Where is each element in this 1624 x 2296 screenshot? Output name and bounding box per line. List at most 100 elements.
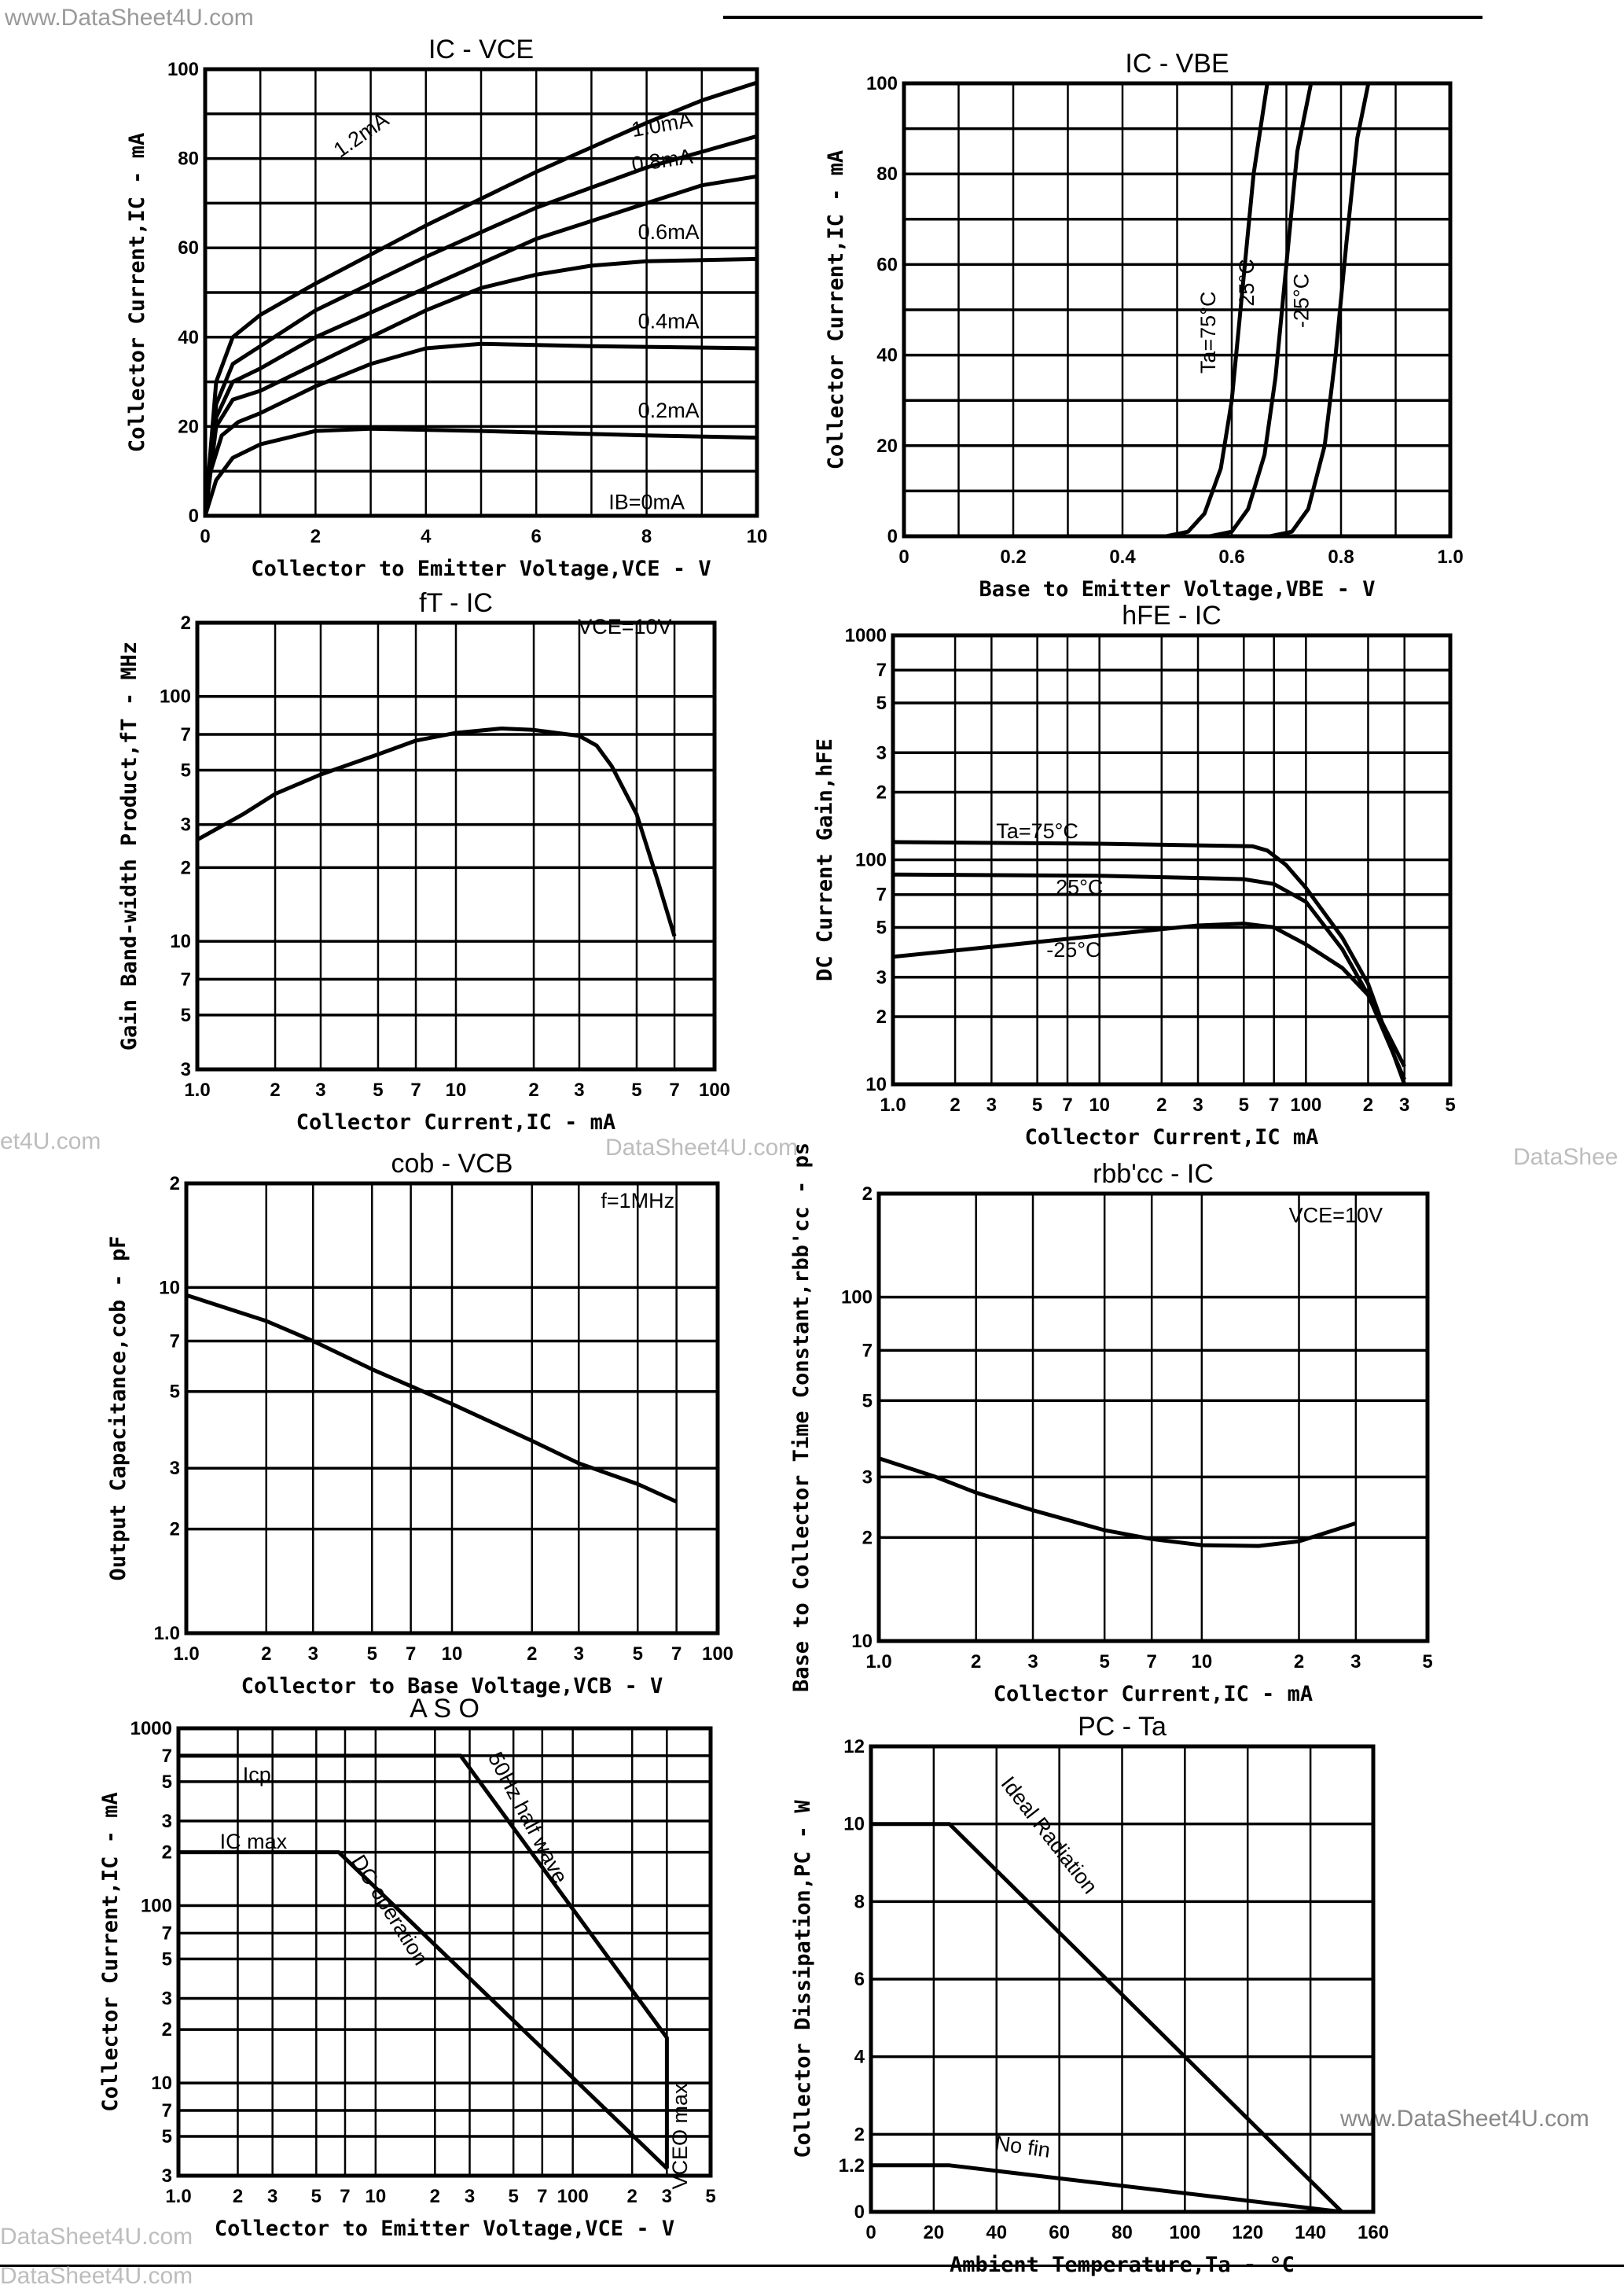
series-line-DC operation [178,1850,669,2170]
y-tick-label: 2 [876,1006,887,1028]
plot-frame [176,1726,713,2178]
x-tick-label: 3 [1027,1651,1038,1672]
chart-6: 1.0 2 3 5 7 10 2 3 5 7 100 2 3 535710235710023571000A… [98,1694,716,2241]
y-axis-label: Collector Current,IC - mA [98,1792,123,2111]
x-tick-label: 7 [406,1643,416,1665]
y-tick-label: 4 [854,2047,865,2068]
chart-title: rbb'cc - IC [1093,1159,1214,1189]
y-tick-label: 3 [162,2165,172,2187]
y-tick-label: 100 [855,850,887,871]
series-label: 25°C [1235,259,1258,306]
x-tick-label: 5 [311,2186,321,2207]
chart-title: hFE - IC [1122,601,1222,631]
top-rule [723,16,1483,19]
x-tick-label: 20 [924,2222,945,2243]
x-tick-label: 100 [699,1080,730,1101]
series-line-50Hz half wave [178,1753,669,2169]
x-tick-label: 1.0 [173,1643,199,1665]
x-tick-label: 0.2 [1000,546,1026,568]
series-label: IB=0mA [608,490,685,513]
y-tick-label: 5 [876,693,887,714]
x-axis-label: Collector to Base Voltage,VCB - V [241,1674,663,1698]
y-tick-label: 0 [887,526,898,547]
x-tick-label: 5 [1445,1095,1455,1116]
x-tick-label: 1.0 [1437,546,1463,568]
y-tick-label: 3 [181,1059,191,1080]
x-tick-label: 5 [631,1080,641,1101]
chart-7: 0 20 40 60 80 100 120 140 160 0 1.2 2 4 6 8 10 12 PC - Ta… [791,1712,1389,2277]
x-tick-label: 7 [340,2186,350,2207]
x-tick-label: 0 [898,546,909,568]
y-tick-label: 40 [876,345,898,366]
x-tick-label: 1.0 [880,1095,906,1116]
series-line--25°C [1269,83,1371,539]
y-tick-label: 5 [162,1948,172,1970]
x-tick-label: 2 [950,1095,960,1116]
x-tick-label: 10 [1191,1651,1212,1672]
annotation: Icp [243,1763,271,1786]
x-tick-label: 0.8 [1328,546,1354,568]
x-tick-label: 0.6 [1218,546,1244,568]
chart-title: IC - VCE [428,35,534,64]
y-tick-label: 2 [162,2019,172,2040]
x-tick-label: 5 [633,1643,643,1665]
y-axis-label: Output Capacitance,cob - pF [106,1236,130,1581]
y-tick-label: 60 [876,254,898,275]
watermark: DataShee [1513,1144,1618,1170]
series-line-0 [196,727,677,937]
x-tick-label: 7 [1147,1651,1157,1672]
y-tick-label: 60 [178,237,199,259]
y-axis-label: Gain Band-width Product,fT - MHz [117,642,141,1050]
x-tick-label: 10 [1089,1095,1110,1116]
series-label: Ideal Radiation [996,1772,1102,1898]
y-tick-label: 1000 [130,1718,172,1739]
x-tick-label: 160 [1358,2222,1389,2243]
site-header[interactable]: www.DataSheet4U.com [5,5,254,31]
x-tick-label: 7 [537,2186,547,2207]
series-line-0 [186,1293,678,1504]
y-tick-label: 10 [159,1277,180,1298]
y-axis-label: Base to Collector Time Constant,rbb'cc -… [789,1142,814,1692]
y-tick-label: 5 [862,1390,873,1411]
x-tick-label: 2 [527,1643,537,1665]
chart-title: IC - VBE [1125,49,1229,79]
series-line-0.6mA [203,256,758,517]
y-tick-label: 80 [876,164,898,185]
y-tick-label: 3 [876,967,887,988]
x-axis-label: Collector Current,IC - mA [994,1682,1313,1706]
x-tick-label: 40 [986,2222,1007,2243]
y-tick-label: 7 [181,969,191,990]
y-tick-label: 7 [876,660,887,681]
annotation: VCEO max [668,2083,692,2190]
x-tick-label: 5 [367,1643,377,1665]
series-line-1.0mA [203,134,758,517]
chart-title: A S O [410,1694,479,1724]
series-line-0 [878,1456,1357,1548]
series-label: 0.4mA [638,309,700,333]
y-tick-label: 5 [181,760,191,781]
y-tick-label: 7 [876,885,887,906]
y-tick-label: 100 [141,1896,172,1917]
plot-frame [891,633,1453,1087]
series-line-Ta=75°C [1166,83,1269,539]
y-tick-label: 3 [162,1811,172,1832]
x-tick-label: 1.0 [184,1080,210,1101]
y-axis-label: Collector Current,IC - mA [824,150,848,469]
chart-2: 1.0 2 3 5 7 10 2 3 5 7 100 3 5 7 10 2 3 5 7 100 2 fT - IC Coll… [117,588,730,1135]
x-tick-label: 0 [865,2222,876,2243]
x-tick-label: 7 [671,1643,682,1665]
x-tick-label: 2 [1156,1095,1167,1116]
x-tick-label: 2 [971,1651,981,1672]
series-label: No fin [994,2131,1052,2162]
y-tick-label: 2 [162,1842,172,1864]
x-tick-label: 10 [446,1080,467,1101]
x-axis-label: Ambient Temperature,Ta - °C [950,2253,1295,2277]
x-tick-label: 2 [310,526,321,547]
y-tick-label: 2 [876,782,887,804]
x-axis-label: Collector to Emitter Voltage,VCE - V [251,557,711,581]
x-tick-label: 3 [267,2186,277,2207]
x-tick-label: 5 [1239,1095,1249,1116]
y-tick-label: 5 [162,1772,172,1793]
y-tick-label: 2 [181,613,191,634]
